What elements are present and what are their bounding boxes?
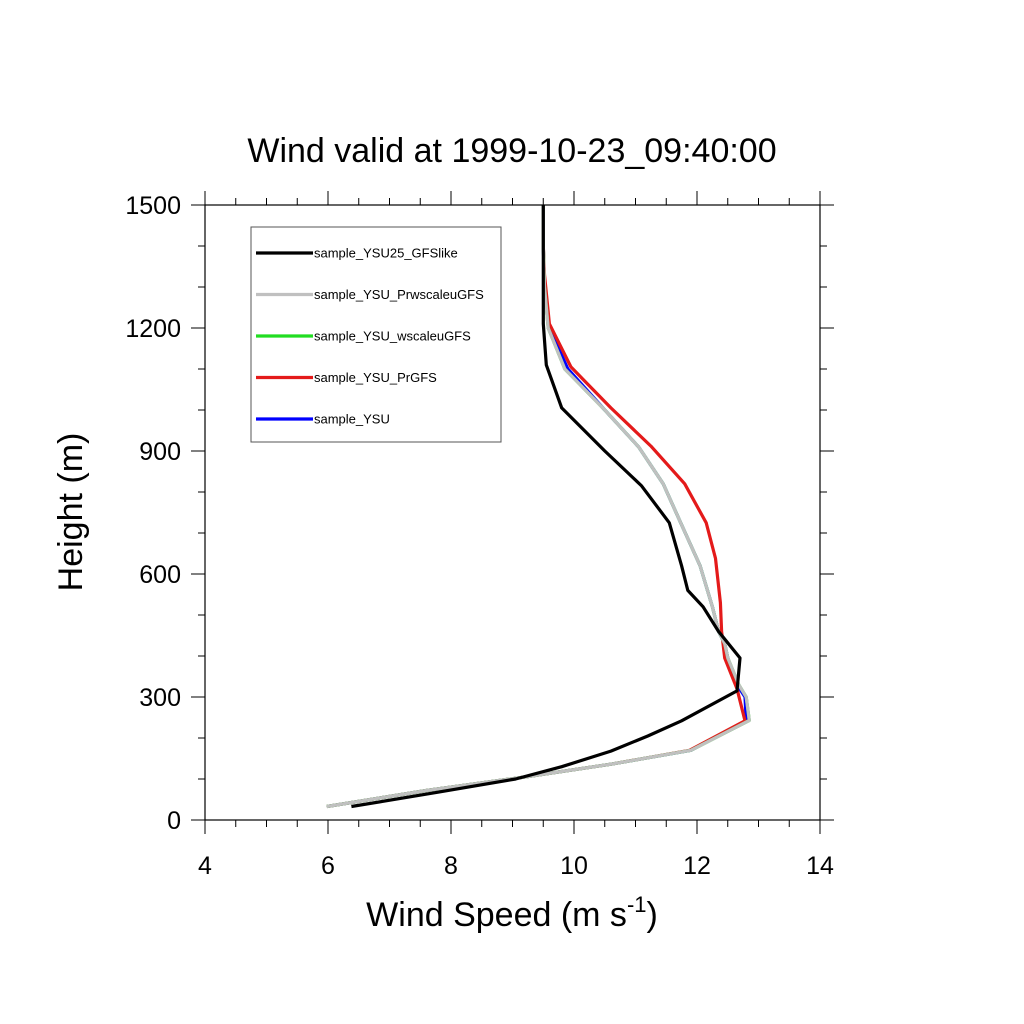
legend-label: sample_YSU	[314, 412, 390, 427]
x-tick-label: 10	[560, 852, 588, 880]
series-line-sample_YSU_PrwscaleuGFS	[326, 205, 751, 809]
x-tick-label: 14	[806, 852, 834, 880]
x-tick-label: 8	[444, 852, 458, 880]
x-axis-label-superscript: -1	[627, 892, 647, 917]
series-line-sample_YSU25_GFSlike	[351, 205, 742, 809]
x-axis-label-main: Wind Speed (m s	[366, 896, 627, 934]
y-tick-label: 1200	[125, 315, 181, 343]
plot-lines	[326, 205, 751, 809]
legend-label: sample_YSU_PrGFS	[314, 370, 437, 385]
legend-label: sample_YSU25_GFSlike	[314, 246, 458, 261]
x-tick-label: 6	[321, 852, 335, 880]
tick-labels: 4 6 8 10 12 14 0 300 600 900 1200 1500	[125, 192, 834, 880]
y-tick-label: 300	[139, 684, 181, 712]
y-tick-label: 0	[167, 807, 181, 835]
x-tick-label: 12	[683, 852, 711, 880]
y-tick-label: 600	[139, 561, 181, 589]
y-tick-label: 900	[139, 438, 181, 466]
axes	[191, 191, 834, 834]
legend-label: sample_YSU_PrwscaleuGFS	[314, 287, 484, 302]
y-tick-label: 1500	[125, 192, 181, 220]
legend-label: sample_YSU_wscaleuGFS	[314, 329, 471, 344]
y-axis-label: Height (m)	[52, 433, 90, 592]
x-axis-label: Wind Speed (m s-1)	[366, 892, 658, 934]
legend: sample_YSU25_GFSlike sample_YSU_Prwscaleu…	[250, 226, 502, 443]
x-axis-label-end: )	[647, 896, 658, 934]
x-tick-label: 4	[198, 852, 212, 880]
chart-title: Wind valid at 1999-10-23_09:40:00	[247, 132, 776, 170]
